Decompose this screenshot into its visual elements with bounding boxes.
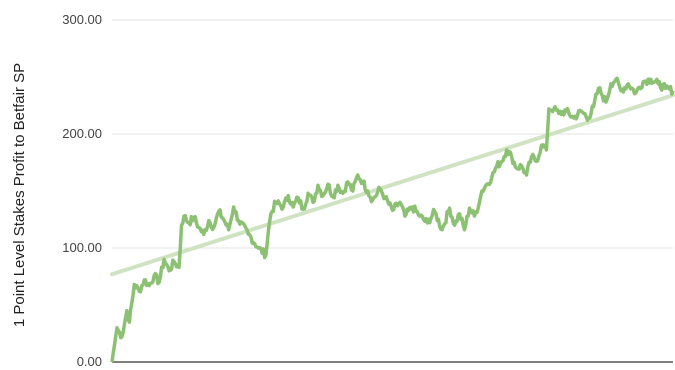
y-axis-title: 1 Point Level Stakes Profit to Betfair S… xyxy=(11,63,28,327)
y-tick-label-2: 200.00 xyxy=(62,126,102,141)
profit-series-line xyxy=(110,76,675,363)
y-tick-label-3: 300.00 xyxy=(62,12,102,27)
y-tick-label-0: 0.00 xyxy=(77,354,102,369)
y-tick-label-1: 100.00 xyxy=(62,240,102,255)
y-axis-ticks: 0.00 100.00 200.00 300.00 xyxy=(62,12,102,369)
trend-line xyxy=(110,93,675,277)
gridlines xyxy=(112,19,673,249)
